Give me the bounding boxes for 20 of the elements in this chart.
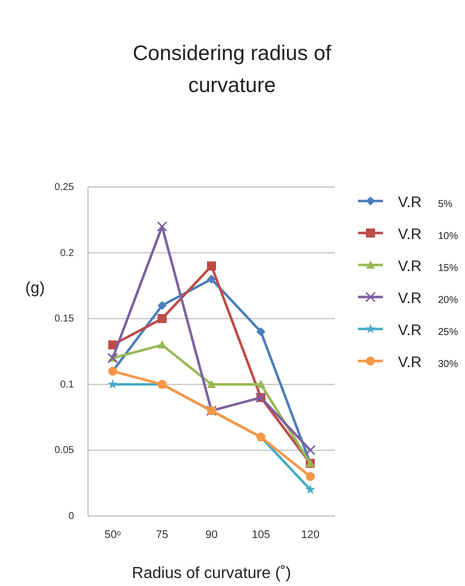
- legend-label: V.R 10%: [398, 226, 458, 243]
- legend-label: V.R 15%: [398, 258, 458, 275]
- x-tick-label: 120: [301, 529, 320, 541]
- y-axis-title: (g): [25, 280, 45, 297]
- x-tick-label: 75: [156, 529, 168, 541]
- y-tick-label: 0.1: [60, 379, 74, 390]
- x-tick-label: 50ᵒ: [104, 529, 121, 541]
- y-tick-label: 0: [68, 511, 74, 522]
- y-tick-label: 0.25: [54, 182, 74, 193]
- legend-label: V.R 5%: [398, 194, 453, 211]
- x-tick-label: 90: [205, 529, 218, 541]
- legend-label: V.R 20%: [398, 290, 458, 307]
- x-tick-label: 105: [252, 529, 270, 541]
- legend-label: V.R 25%: [398, 322, 458, 339]
- legend-label: V.R 30%: [398, 354, 458, 371]
- y-tick-label: 0.2: [60, 248, 74, 259]
- x-axis-title: Radius of curvature (˚): [132, 565, 292, 582]
- y-tick-label: 0.05: [54, 445, 74, 456]
- y-tick-label: 0.15: [54, 314, 74, 325]
- chart-title: Considering radius of curvature: [132, 42, 332, 97]
